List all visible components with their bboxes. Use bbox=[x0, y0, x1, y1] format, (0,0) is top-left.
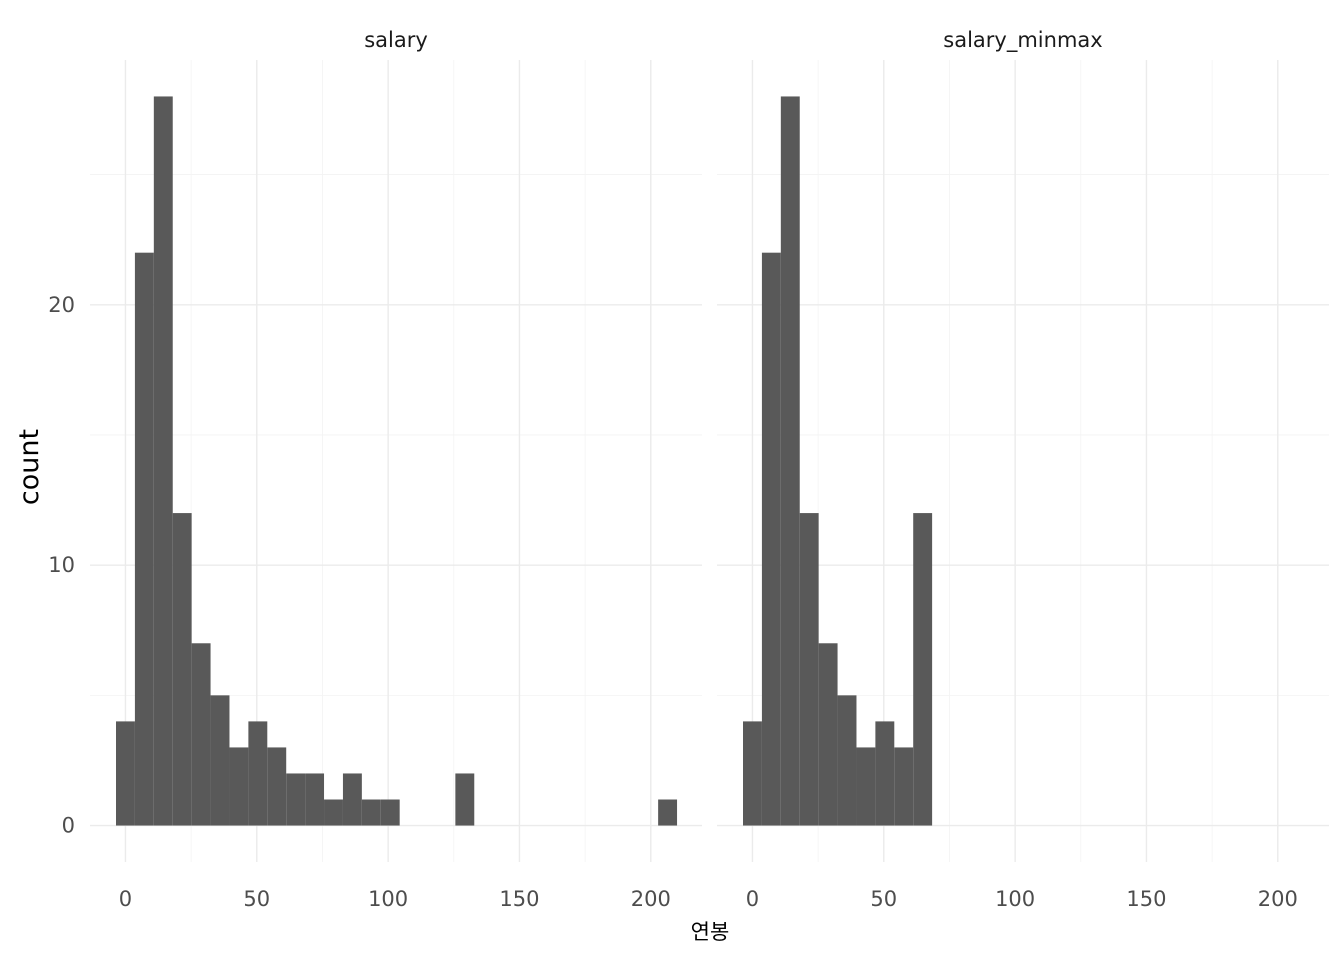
x-tick-label: 150 bbox=[499, 887, 539, 911]
histogram-bar bbox=[818, 643, 838, 826]
x-tick-label: 0 bbox=[746, 887, 759, 911]
histogram-bar bbox=[380, 799, 400, 826]
facet-title: salary_minmax bbox=[943, 28, 1102, 53]
histogram-bar bbox=[658, 799, 678, 826]
histogram-bar bbox=[743, 721, 762, 826]
x-tick-label: 0 bbox=[119, 887, 132, 911]
histogram-bar bbox=[172, 513, 192, 826]
y-tick-label: 0 bbox=[62, 814, 75, 838]
x-tick-label: 200 bbox=[631, 887, 671, 911]
histogram-bar bbox=[761, 252, 781, 826]
x-tick-label: 100 bbox=[368, 887, 408, 911]
histogram-bar bbox=[455, 773, 475, 826]
y-axis-title: count bbox=[14, 429, 45, 505]
histogram-bar bbox=[116, 721, 135, 826]
x-tick-label: 150 bbox=[1126, 887, 1166, 911]
histogram-bar bbox=[153, 96, 173, 826]
histogram-bar bbox=[305, 773, 325, 826]
facet-title: salary bbox=[364, 28, 428, 52]
histogram-bar bbox=[837, 695, 857, 826]
x-tick-label: 100 bbox=[995, 887, 1035, 911]
histogram-bar bbox=[913, 513, 933, 826]
histogram-bar bbox=[134, 252, 154, 826]
x-tick-label: 50 bbox=[243, 887, 270, 911]
histogram-bar bbox=[799, 513, 819, 826]
histogram-bar bbox=[324, 799, 343, 826]
histogram-bar bbox=[286, 773, 306, 826]
histogram-bar bbox=[894, 747, 914, 826]
y-tick-label: 10 bbox=[48, 553, 75, 577]
histogram-bar bbox=[210, 695, 230, 826]
x-tick-label: 50 bbox=[870, 887, 897, 911]
histogram-bar bbox=[267, 747, 287, 826]
x-tick-label: 200 bbox=[1258, 887, 1298, 911]
histogram-bar bbox=[342, 773, 362, 826]
histogram-bar bbox=[856, 747, 876, 826]
histogram-bar bbox=[875, 721, 895, 826]
histogram-bar bbox=[361, 799, 381, 826]
histogram-bar bbox=[248, 721, 268, 826]
histogram-bar bbox=[780, 96, 800, 826]
y-tick-label: 20 bbox=[48, 293, 75, 317]
x-axis-title: 연봉 bbox=[691, 920, 730, 944]
histogram-bar bbox=[229, 747, 249, 826]
histogram-bar bbox=[191, 643, 211, 826]
